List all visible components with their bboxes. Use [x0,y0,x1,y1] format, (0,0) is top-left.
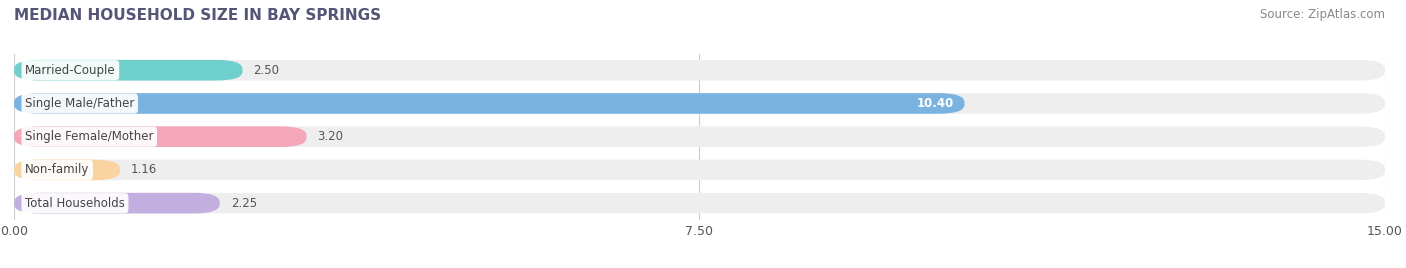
FancyBboxPatch shape [14,93,965,114]
Text: Single Female/Mother: Single Female/Mother [25,130,153,143]
Text: 2.50: 2.50 [253,64,280,77]
Text: Single Male/Father: Single Male/Father [25,97,135,110]
Text: Total Households: Total Households [25,197,125,210]
FancyBboxPatch shape [14,126,1385,147]
Text: Married-Couple: Married-Couple [25,64,115,77]
FancyBboxPatch shape [14,193,1385,213]
FancyBboxPatch shape [14,93,1385,114]
FancyBboxPatch shape [14,160,1385,180]
Text: MEDIAN HOUSEHOLD SIZE IN BAY SPRINGS: MEDIAN HOUSEHOLD SIZE IN BAY SPRINGS [14,8,381,23]
FancyBboxPatch shape [14,60,1385,80]
FancyBboxPatch shape [14,193,219,213]
FancyBboxPatch shape [14,126,307,147]
Text: Source: ZipAtlas.com: Source: ZipAtlas.com [1260,8,1385,21]
Text: 2.25: 2.25 [231,197,257,210]
FancyBboxPatch shape [14,160,120,180]
Text: 3.20: 3.20 [318,130,343,143]
Text: Non-family: Non-family [25,163,90,176]
Text: 10.40: 10.40 [917,97,953,110]
FancyBboxPatch shape [14,60,243,80]
Text: 1.16: 1.16 [131,163,157,176]
